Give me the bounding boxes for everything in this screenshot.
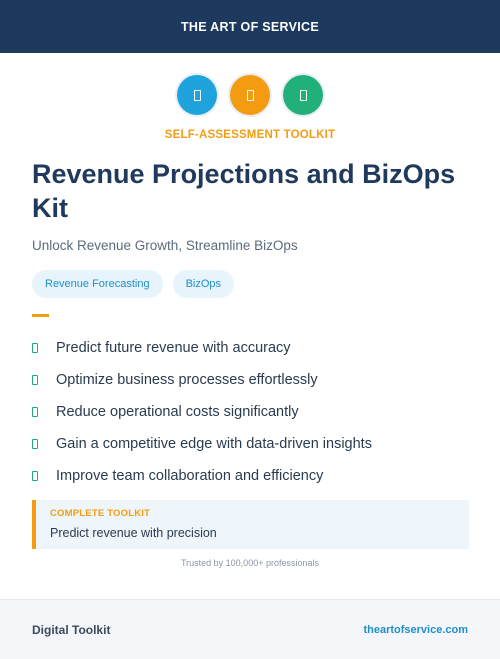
check-icon xyxy=(32,343,38,353)
check-icon xyxy=(32,439,38,449)
brand-name: THE ART OF SERVICE xyxy=(180,19,320,34)
accent-divider xyxy=(32,314,49,317)
feature-text: Optimize business processes effortlessly xyxy=(56,372,318,388)
check-icon xyxy=(32,375,38,385)
icon-row xyxy=(0,75,500,115)
kicker-label: SELF-ASSESSMENT TOOLKIT xyxy=(164,129,336,141)
page-title: Revenue Projections and BizOps Kit xyxy=(32,159,456,223)
footer-label: Digital Toolkit xyxy=(32,622,111,637)
subtitle: Unlock Revenue Growth, Streamline BizOps xyxy=(32,238,298,253)
trust-line: Trusted by 100,000+ professionals xyxy=(180,558,319,568)
list-item: Optimize business processes effortlessly xyxy=(32,364,372,396)
tag-bizops: BizOps xyxy=(172,270,235,298)
callout-label: COMPLETE TOOLKIT xyxy=(50,508,151,519)
callout-text: Predict revenue with precision xyxy=(50,526,217,540)
list-item: Predict future revenue with accuracy xyxy=(32,332,372,364)
list-item: Reduce operational costs significantly xyxy=(32,396,372,428)
top-banner: THE ART OF SERVICE xyxy=(0,0,500,53)
document-icon xyxy=(283,75,323,115)
tag-list: Revenue Forecasting BizOps xyxy=(32,270,235,298)
footer-website-link[interactable]: theartofservice.com xyxy=(363,623,468,636)
feature-text: Improve team collaboration and efficienc… xyxy=(56,468,324,484)
document-icon xyxy=(177,75,217,115)
check-icon xyxy=(32,407,38,417)
document-icon xyxy=(230,75,270,115)
check-icon xyxy=(32,471,38,481)
list-item: Improve team collaboration and efficienc… xyxy=(32,460,372,492)
feature-text: Reduce operational costs significantly xyxy=(56,404,299,420)
list-item: Gain a competitive edge with data-driven… xyxy=(32,428,372,460)
toolkit-callout: COMPLETE TOOLKIT Predict revenue with pr… xyxy=(32,500,469,549)
feature-text: Predict future revenue with accuracy xyxy=(56,340,291,356)
footer: Digital Toolkit theartofservice.com xyxy=(0,599,500,659)
feature-text: Gain a competitive edge with data-driven… xyxy=(56,436,372,452)
tag-revenue-forecasting: Revenue Forecasting xyxy=(32,270,163,298)
feature-list: Predict future revenue with accuracy Opt… xyxy=(32,332,372,492)
